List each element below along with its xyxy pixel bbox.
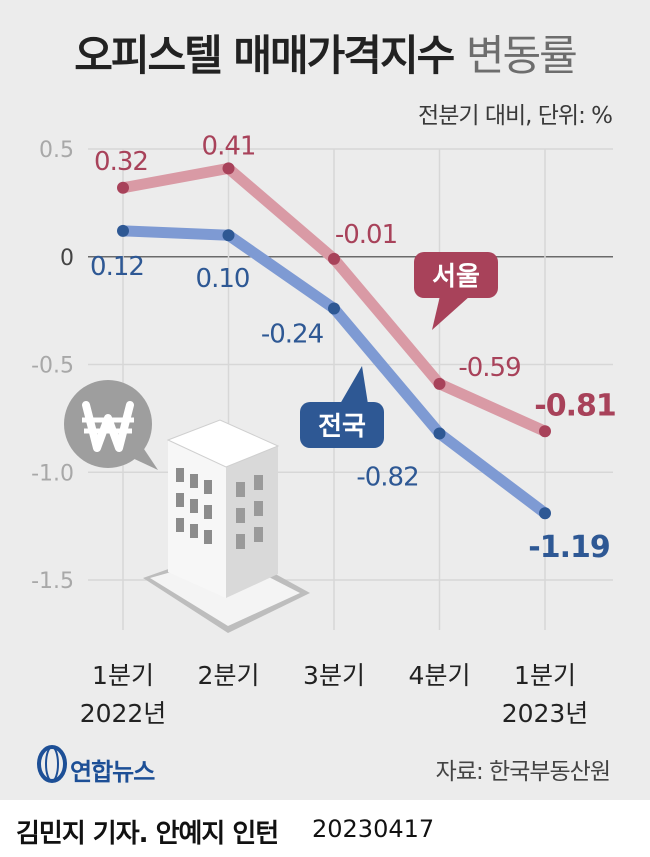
x-tick-label: 4분기: [409, 661, 471, 690]
legend-callout-seoul: 서울: [414, 252, 498, 330]
x-tick-label: 2분기: [198, 661, 260, 690]
data-label-national: -1.19: [528, 530, 609, 565]
y-tick-label: 0.5: [39, 138, 74, 163]
data-label-seoul: 0.32: [94, 147, 148, 177]
data-label-seoul: 0.41: [202, 131, 256, 161]
illustration: [64, 380, 310, 633]
data-point-national: [433, 427, 446, 440]
data-point-national: [222, 229, 235, 242]
y-tick-label: -1.5: [31, 569, 74, 594]
y-tick-label: 0: [60, 246, 74, 271]
y-tick-label: -0.5: [31, 354, 74, 379]
data-label-seoul: -0.01: [335, 220, 397, 250]
title-main: 오피스텔 매매가격지수: [74, 31, 455, 80]
x-tick-year-label: 2022년: [80, 699, 167, 728]
series-layer: 0.32 0.41 -0.01 -0.59 -0.81 0.12 0.10 -0.24 -0.8…: [90, 131, 617, 565]
x-axis-labels: 1분기 2022년 2분기 3분기 4분기 1분기 2023년: [80, 661, 589, 728]
title-sub: 변동률: [465, 31, 578, 80]
data-point-seoul: [117, 181, 129, 194]
legend-callout-national: 전국: [300, 366, 384, 448]
legend-label-seoul: 서울: [432, 262, 480, 292]
line-chart: 0.5 0 -0.5 -1.0 -1.5: [31, 131, 617, 728]
x-tick-label: 3분기: [303, 661, 365, 690]
data-point-seoul: [539, 425, 551, 438]
data-label-national: -0.24: [261, 319, 324, 349]
data-point-national: [328, 302, 340, 315]
y-tick-label: -1.0: [31, 461, 74, 486]
data-point-national: [117, 224, 129, 237]
data-label-national: -0.82: [356, 462, 418, 492]
reporter-credit: 김민지 기자. 안예지 인턴: [16, 819, 279, 849]
agency-name: 연합뉴스: [70, 758, 155, 786]
publish-date: 20230417: [312, 815, 435, 843]
legend-label-national: 전국: [318, 412, 366, 442]
source-note: 자료: 한국부동산원: [435, 759, 611, 785]
chart-title: 오피스텔 매매가격지수 변동률: [0, 22, 650, 83]
data-point-seoul: [222, 162, 235, 175]
won-speech-bubble-icon: [64, 380, 158, 470]
data-point-seoul: [328, 252, 340, 265]
data-label-national: 0.12: [90, 252, 144, 282]
series-callouts: 서울 전국: [300, 252, 498, 448]
data-label-seoul: -0.59: [458, 353, 520, 383]
data-point-seoul: [433, 377, 446, 390]
data-label-national: 0.10: [196, 264, 250, 294]
office-building-icon: [143, 419, 310, 633]
unit-note: 전분기 대비, 단위: %: [418, 103, 613, 129]
data-label-seoul: -0.81: [534, 388, 615, 423]
x-tick-year-label: 2023년: [502, 699, 589, 728]
yonhap-globe-logo: [37, 745, 67, 783]
x-tick-label: 1분기: [92, 661, 154, 690]
data-point-national: [539, 507, 551, 520]
x-tick-label: 1분기: [514, 661, 576, 690]
